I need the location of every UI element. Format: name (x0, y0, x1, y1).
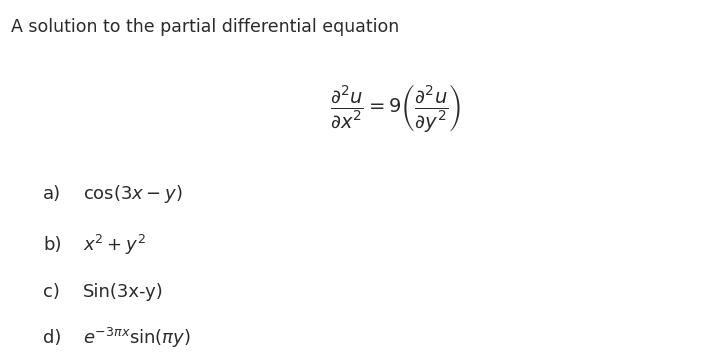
Text: $e^{-3\pi x}\sin(\pi y)$: $e^{-3\pi x}\sin(\pi y)$ (83, 327, 191, 350)
Text: A solution to the partial differential equation: A solution to the partial differential e… (11, 18, 399, 36)
Text: $\dfrac{\partial^2 u}{\partial x^2} = 9\left(\dfrac{\partial^2 u}{\partial y^2}\: $\dfrac{\partial^2 u}{\partial x^2} = 9\… (330, 82, 462, 134)
Text: b): b) (43, 236, 62, 254)
Text: $\cos(3x - y)$: $\cos(3x - y)$ (83, 183, 182, 206)
Text: a): a) (43, 185, 61, 203)
Text: Sin(3x-y): Sin(3x-y) (83, 283, 163, 301)
Text: c): c) (43, 283, 60, 301)
Text: d): d) (43, 329, 62, 347)
Text: $x^2 + y^2$: $x^2 + y^2$ (83, 233, 145, 257)
